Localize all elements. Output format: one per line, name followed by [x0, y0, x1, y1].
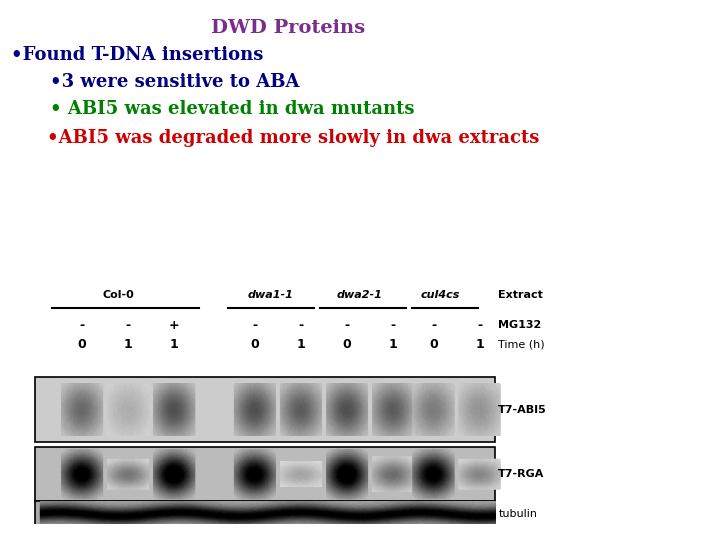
Text: •Found T-DNA insertions: •Found T-DNA insertions — [11, 46, 264, 64]
Text: Col-0: Col-0 — [102, 291, 134, 300]
Text: T7-RGA: T7-RGA — [498, 469, 544, 479]
Text: cul4cs: cul4cs — [421, 291, 460, 300]
Text: T7-ABI5: T7-ABI5 — [498, 404, 547, 415]
Text: 0: 0 — [429, 339, 438, 352]
Text: Extract: Extract — [498, 291, 543, 300]
Text: •ABI5 was degraded more slowly in dwa extracts: •ABI5 was degraded more slowly in dwa ex… — [47, 129, 539, 146]
Text: 1: 1 — [475, 339, 484, 352]
Text: •3 were sensitive to ABA: •3 were sensitive to ABA — [50, 73, 300, 91]
Text: -: - — [252, 319, 258, 332]
Text: 0: 0 — [251, 339, 259, 352]
Text: • ABI5 was elevated in dwa mutants: • ABI5 was elevated in dwa mutants — [50, 100, 415, 118]
Bar — [35, 377, 495, 442]
Text: dwa2-1: dwa2-1 — [337, 291, 383, 300]
Text: -: - — [390, 319, 396, 332]
Bar — [35, 502, 495, 526]
Text: -: - — [344, 319, 350, 332]
Text: MG132: MG132 — [498, 320, 541, 330]
Text: Time (h): Time (h) — [498, 340, 545, 350]
Text: 0: 0 — [343, 339, 351, 352]
Text: -: - — [79, 319, 85, 332]
Text: +: + — [169, 319, 179, 332]
Text: 1: 1 — [170, 339, 179, 352]
Text: -: - — [477, 319, 482, 332]
Bar — [35, 447, 495, 502]
Text: -: - — [298, 319, 304, 332]
Text: -: - — [125, 319, 131, 332]
Text: -: - — [431, 319, 436, 332]
Text: dwa1-1: dwa1-1 — [248, 291, 294, 300]
Text: 1: 1 — [297, 339, 305, 352]
Text: 0: 0 — [78, 339, 86, 352]
Text: DWD Proteins: DWD Proteins — [211, 19, 365, 37]
Text: 1: 1 — [389, 339, 397, 352]
Text: 1: 1 — [124, 339, 132, 352]
Text: tubulin: tubulin — [498, 509, 537, 519]
